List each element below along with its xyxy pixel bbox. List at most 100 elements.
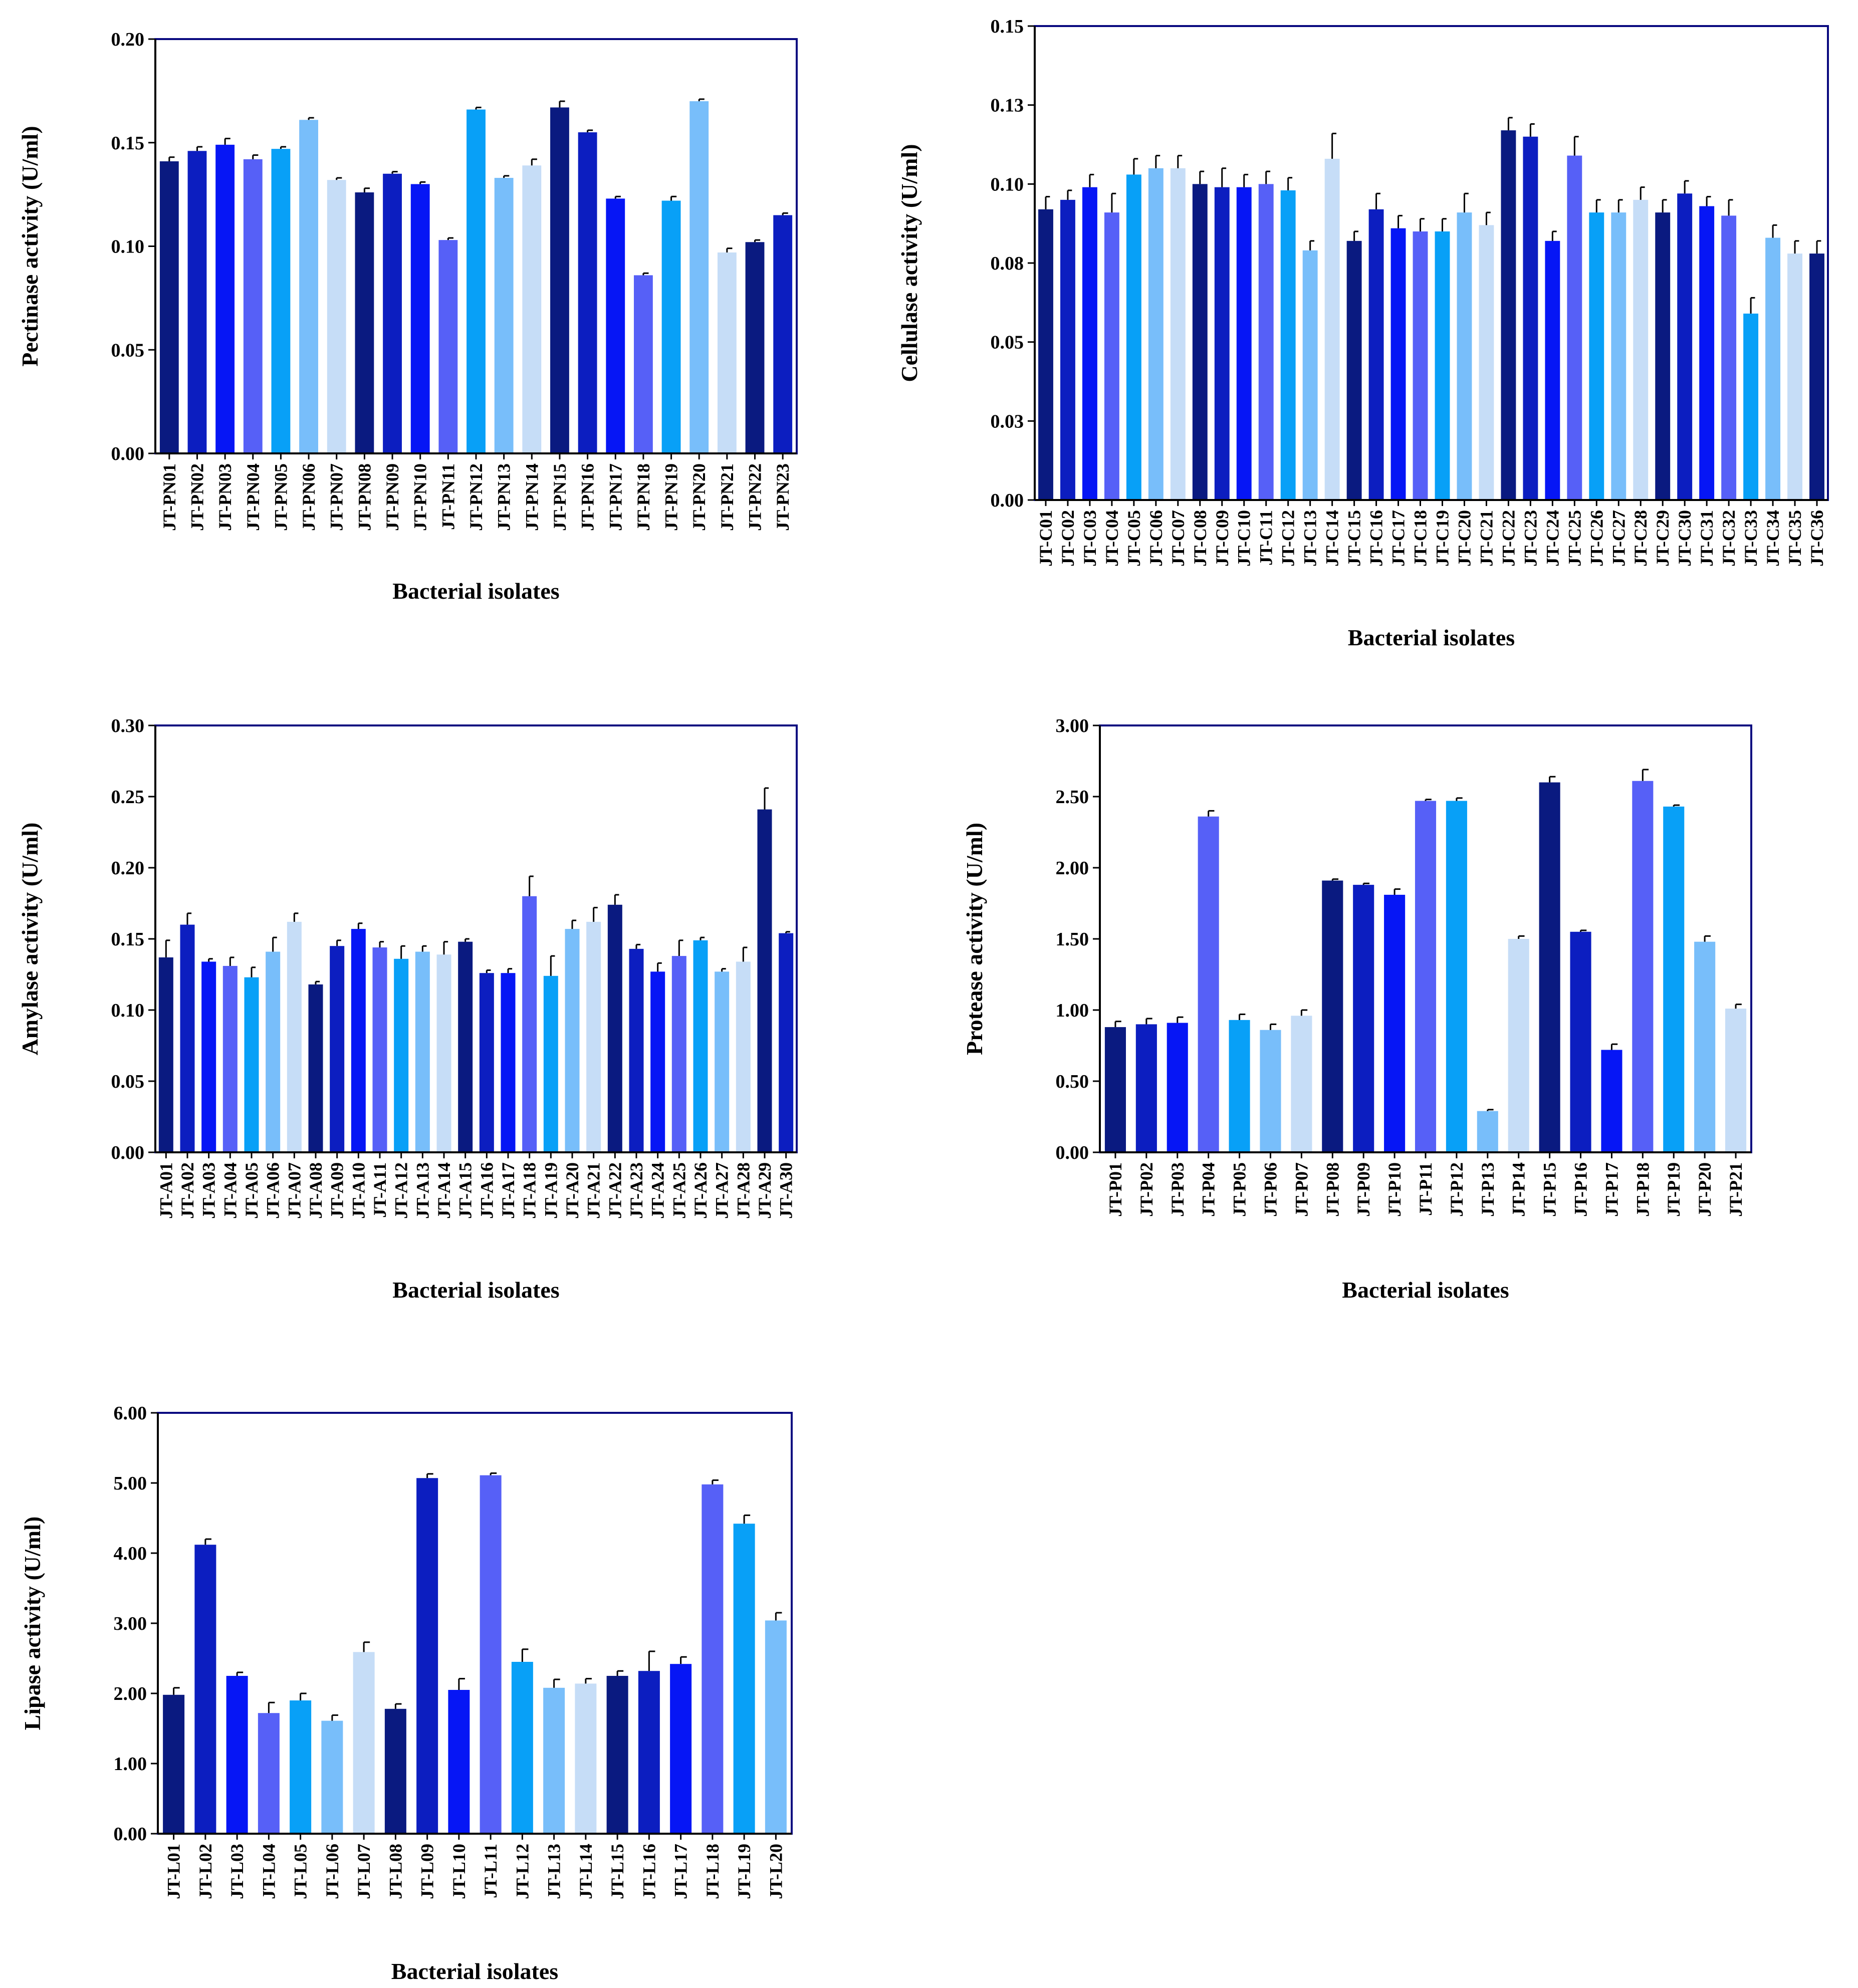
y-tick-label: 1.00	[1056, 1000, 1089, 1021]
bar	[1570, 931, 1591, 1152]
bar	[479, 973, 494, 1152]
x-tick-label: JT-C20	[1454, 510, 1474, 567]
x-tick-label: JT-P14	[1509, 1162, 1529, 1217]
bar	[222, 965, 238, 1152]
y-tick-label: 0.00	[111, 1142, 145, 1163]
bar	[1508, 939, 1529, 1152]
bar	[1170, 168, 1186, 500]
bar	[715, 971, 730, 1152]
x-tick-label: JT-L06	[322, 1844, 342, 1899]
bar	[689, 101, 709, 454]
x-tick-label: JT-C14	[1322, 510, 1342, 567]
y-tick-label: 0.15	[991, 16, 1024, 37]
bar	[1038, 209, 1053, 501]
x-tick-label: JT-A17	[498, 1162, 518, 1219]
bar	[266, 951, 281, 1152]
x-tick-label: JT-A30	[776, 1162, 796, 1219]
x-tick-label: JT-L03	[227, 1844, 247, 1899]
bar	[1236, 187, 1252, 500]
amylase-chart: 0.00 0.05 0.10 0.15 0.20 0.25 0.30 JT-A01 JT-A02…	[17, 715, 798, 1303]
bar	[1368, 209, 1384, 501]
y-tick-label: 1.50	[1056, 929, 1089, 950]
bar	[416, 1478, 438, 1834]
x-axis-label: Bacterial isolates	[1348, 625, 1515, 650]
x-tick-label: JT-A27	[712, 1162, 732, 1219]
bar	[1435, 231, 1450, 500]
x-tick-label: JT-A06	[263, 1162, 283, 1219]
x-tick-label: JT-L08	[385, 1844, 405, 1899]
x-tick-label: JT-A26	[690, 1162, 711, 1219]
x-tick-label: JT-L02	[195, 1844, 215, 1899]
bar	[550, 107, 569, 453]
x-tick-label: JT-A02	[177, 1162, 197, 1219]
bar	[1258, 184, 1274, 500]
x-tick-label: JT-A12	[391, 1162, 411, 1219]
y-tick-label: 1.00	[114, 1754, 147, 1775]
x-tick-label: JT-A20	[562, 1162, 582, 1219]
bar	[1787, 254, 1802, 500]
bar	[1721, 215, 1737, 500]
y-tick-label: 0.15	[111, 133, 145, 154]
x-tick-label: JT-P17	[1601, 1162, 1621, 1217]
x-tick-label: JT-C30	[1675, 510, 1695, 567]
bar	[1390, 228, 1406, 500]
bar	[1545, 240, 1560, 500]
bar	[384, 1708, 406, 1834]
y-tick-label: 0.05	[111, 340, 145, 361]
bar	[1260, 1030, 1281, 1152]
bar	[773, 215, 793, 453]
bar	[578, 132, 597, 453]
bar	[1725, 1009, 1747, 1152]
x-tick-label: JT-C04	[1102, 510, 1122, 567]
bar	[522, 165, 542, 453]
x-tick-label: JT-P06	[1260, 1162, 1280, 1217]
bar	[226, 1676, 248, 1834]
x-tick-label: JT-A28	[733, 1162, 753, 1219]
y-tick-label: 0.10	[111, 236, 145, 258]
x-tick-label: JT-C01	[1036, 510, 1056, 567]
x-tick-label: JT-C09	[1212, 510, 1232, 567]
x-tick-label: JT-C35	[1785, 510, 1805, 567]
bar	[511, 1662, 533, 1834]
bar	[372, 947, 387, 1152]
x-tick-label: JT-L07	[354, 1844, 374, 1899]
x-tick-label: JT-L11	[481, 1844, 501, 1898]
bar	[187, 151, 207, 453]
bar	[1479, 225, 1494, 500]
x-tick-label: JT-PN09	[382, 463, 402, 531]
x-tick-label: JT-L04	[259, 1844, 279, 1899]
x-tick-label: JT-A11	[370, 1162, 390, 1218]
bar	[1743, 313, 1759, 500]
y-tick-label: 0.20	[111, 858, 145, 879]
x-tick-label: JT-C12	[1278, 510, 1298, 567]
x-tick-label: JT-PN16	[578, 463, 598, 531]
x-tick-label: JT-PN05	[271, 463, 291, 531]
x-tick-label: JT-P02	[1136, 1162, 1156, 1217]
bar	[383, 173, 402, 453]
x-tick-label: JT-PN20	[689, 463, 709, 531]
bar	[606, 1676, 628, 1834]
bar	[501, 973, 516, 1152]
x-tick-label: JT-A16	[477, 1162, 497, 1219]
x-tick-label: JT-C28	[1631, 510, 1651, 567]
bar	[321, 1720, 343, 1834]
x-tick-label: JT-PN02	[187, 463, 207, 531]
bar	[287, 921, 302, 1152]
bar	[308, 984, 323, 1152]
bar	[1322, 880, 1343, 1152]
y-tick-label: 4.00	[114, 1543, 147, 1564]
cellulase-chart: 0.00 0.03 0.05 0.08 0.10 0.13 0.15 JT-C01 JT-C02…	[896, 16, 1829, 650]
bar	[258, 1713, 280, 1834]
x-tick-label: JT-L05	[291, 1844, 311, 1899]
y-tick-label: 0.00	[114, 1824, 147, 1845]
x-tick-label: JT-C21	[1476, 510, 1496, 567]
y-tick-label: 0.05	[991, 332, 1024, 353]
bar	[351, 929, 366, 1152]
x-tick-label: JT-A22	[605, 1162, 625, 1219]
x-tick-label: JT-C26	[1586, 510, 1606, 567]
bar	[586, 921, 601, 1152]
bar	[765, 1620, 787, 1834]
bar	[415, 951, 430, 1152]
x-tick-label: JT-PN22	[745, 463, 765, 531]
